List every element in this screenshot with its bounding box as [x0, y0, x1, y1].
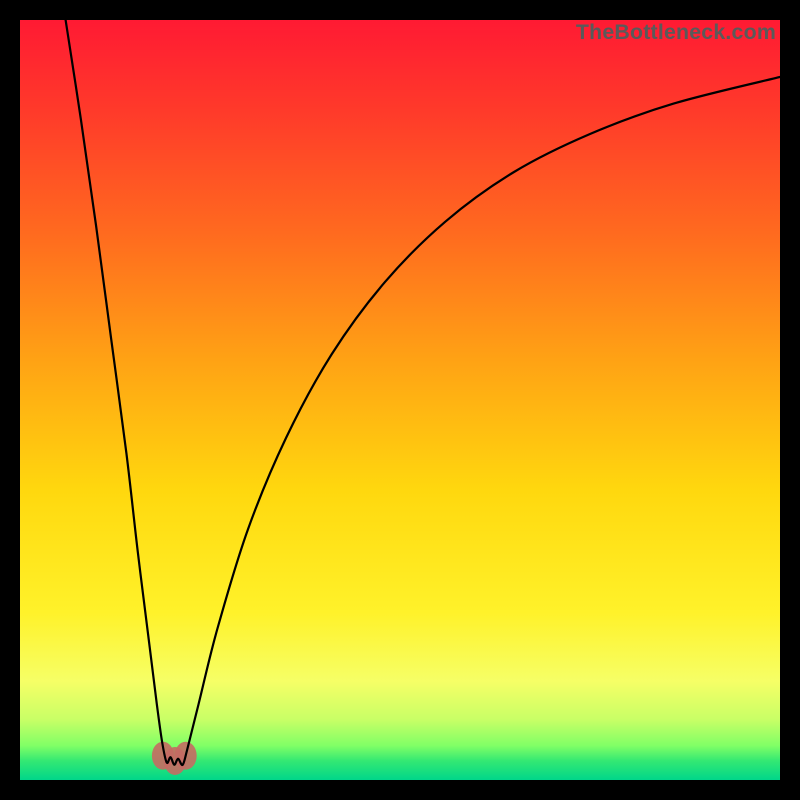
plot-area: TheBottleneck.com [20, 20, 780, 780]
bumps-group [152, 742, 197, 775]
watermark-text: TheBottleneck.com [576, 20, 776, 45]
bottleneck-curve [66, 20, 780, 765]
curve-layer [20, 20, 780, 780]
